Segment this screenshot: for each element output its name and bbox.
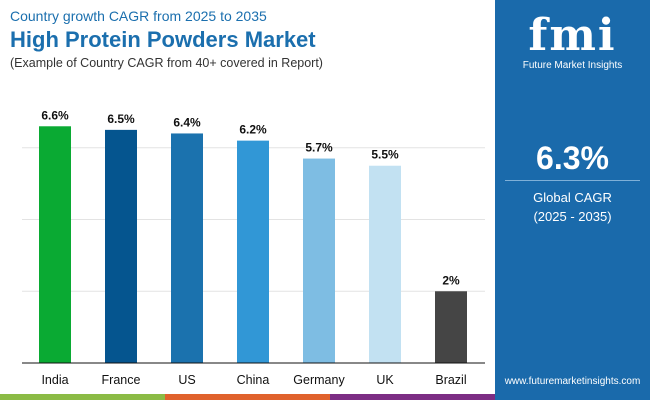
x-tick-label: China bbox=[237, 373, 270, 387]
fmi-logo: fmi Future Market Insights bbox=[495, 8, 650, 72]
x-tick-label: India bbox=[41, 373, 68, 387]
global-cagr-text: Global CAGR bbox=[533, 190, 612, 205]
data-label: 2% bbox=[442, 273, 460, 287]
x-tick-label: UK bbox=[376, 373, 394, 387]
bar-china bbox=[237, 140, 269, 363]
data-label: 6.4% bbox=[173, 115, 201, 129]
data-label: 5.5% bbox=[371, 148, 399, 162]
x-tick-label: France bbox=[102, 373, 141, 387]
chart-note: (Example of Country CAGR from 40+ covere… bbox=[10, 56, 323, 70]
global-cagr-period: (2025 - 2035) bbox=[533, 209, 612, 224]
bar-india bbox=[39, 126, 71, 363]
data-label: 5.7% bbox=[305, 141, 333, 155]
bar-chart: 6.6% India 6.5% France 6.4% US 6.2% China 5.7% Ge… bbox=[22, 108, 485, 387]
x-tick-label: US bbox=[178, 373, 195, 387]
bar-uk bbox=[369, 165, 401, 363]
strip-green bbox=[0, 394, 165, 400]
divider bbox=[505, 180, 640, 181]
global-cagr-value: 6.3% bbox=[536, 140, 609, 176]
chart-subtitle: Country growth CAGR from 2025 to 2035 bbox=[10, 8, 267, 24]
logo-text: fmi bbox=[528, 10, 617, 61]
data-label: 6.6% bbox=[41, 108, 69, 122]
x-tick-label: Germany bbox=[293, 373, 345, 387]
bar-brazil bbox=[435, 291, 467, 363]
strip-orange bbox=[165, 394, 330, 400]
website-url[interactable]: www.futuremarketinsights.com bbox=[504, 376, 641, 387]
bar-germany bbox=[303, 158, 335, 363]
chart-title: High Protein Powders Market bbox=[10, 27, 316, 52]
strip-purple bbox=[330, 394, 495, 400]
data-label: 6.5% bbox=[107, 112, 135, 126]
global-cagr-label: Global CAGR (2025 - 2035) bbox=[495, 188, 650, 226]
logo-subtext: Future Market Insights bbox=[522, 60, 623, 71]
data-label: 6.2% bbox=[239, 123, 267, 137]
side-panel: fmi Future Market Insights 6.3% Global C… bbox=[495, 0, 650, 400]
x-tick-label: Brazil bbox=[435, 373, 466, 387]
bar-france bbox=[105, 129, 137, 363]
bar-us bbox=[171, 133, 203, 363]
